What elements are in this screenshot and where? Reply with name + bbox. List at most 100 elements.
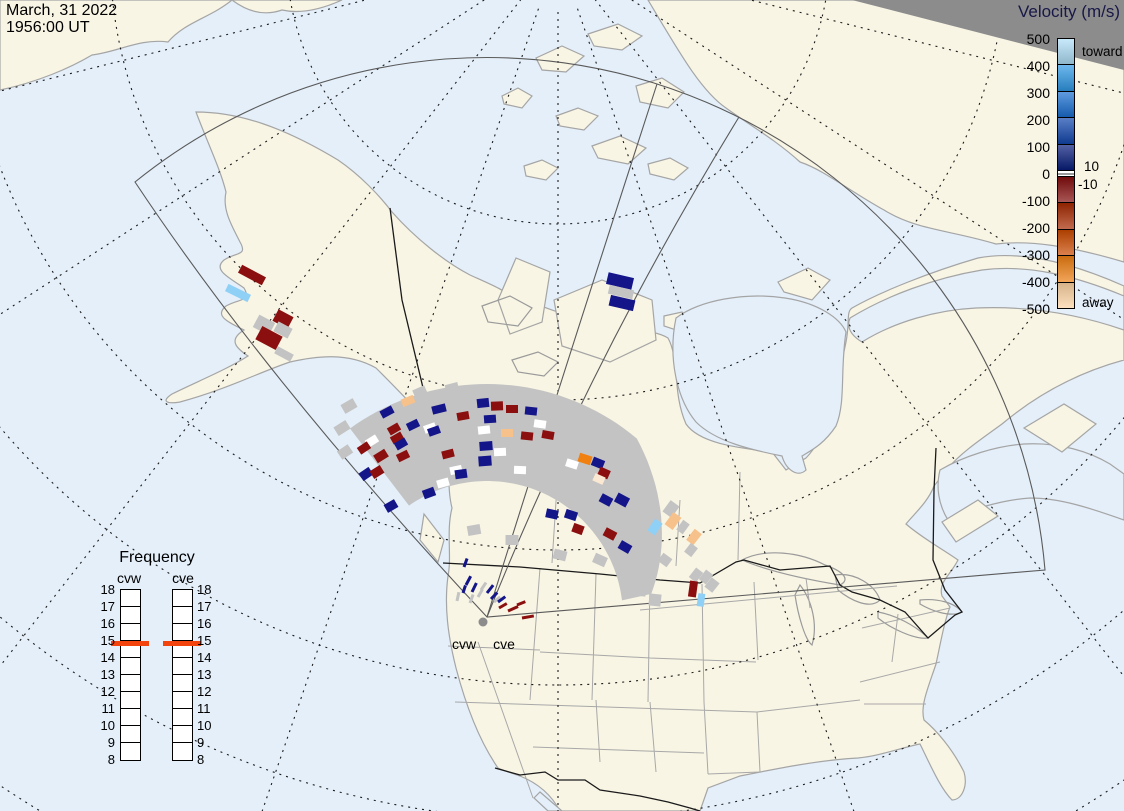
ladder-cell (121, 709, 140, 726)
frequency-tick: 16 (100, 616, 115, 631)
timestamp-block: March, 31 2022 1956:00 UT (6, 2, 117, 36)
velocity-cell (626, 512, 642, 528)
island (523, 159, 560, 181)
frequency-tick: 18 (197, 582, 212, 597)
colorbar-toward-segments (1057, 38, 1075, 172)
ladder-cell (173, 726, 192, 743)
radar-fov-outline (134, 57, 1046, 618)
ladder-cell (173, 709, 192, 726)
velocity-cell (466, 523, 482, 537)
island (647, 157, 690, 181)
frequency-ladder-cvw (120, 589, 141, 761)
island (591, 135, 648, 165)
frequency-marker-cve (163, 641, 201, 646)
velocity-cell (333, 420, 351, 436)
frequency-tick: 12 (197, 684, 212, 699)
velocity-cell (506, 405, 518, 413)
ladder-cell (173, 624, 192, 641)
ladder-cell (121, 675, 140, 692)
velocity-cell (478, 455, 492, 467)
frequency-ladder-cve (172, 589, 193, 761)
velocity-cell (602, 527, 618, 541)
velocity-cell (617, 540, 633, 554)
velocity-cell (592, 473, 606, 485)
parallel (289, 0, 827, 225)
ladder-cell (121, 607, 140, 624)
frequency-tick: 8 (107, 752, 115, 767)
ladder-cell (173, 658, 192, 675)
velocity-cell (356, 441, 372, 455)
velocity-cell (571, 522, 585, 536)
us-canada-border (442, 447, 964, 639)
radar-tick (485, 584, 495, 594)
velocity-cell (639, 559, 657, 577)
velocity-cell (662, 500, 680, 518)
velocity-cell (386, 422, 402, 436)
island-southampton (777, 267, 831, 301)
ladder-cell (121, 624, 140, 641)
colorbar-segment (1057, 228, 1075, 257)
frequency-legend-title: Frequency (119, 549, 195, 566)
velocity-cell (686, 528, 702, 546)
ladder-cell (173, 607, 192, 624)
frequency-tick: 16 (197, 616, 212, 631)
colorbar-away-segments (1057, 176, 1075, 310)
velocity-cell (405, 418, 421, 432)
ladder-cell (121, 641, 140, 658)
velocity-cell (505, 535, 519, 545)
colorbar-tick-label: -400 (1021, 274, 1050, 290)
frequency-tick: 11 (197, 701, 211, 716)
colorbar-tick-label: 400 (1026, 58, 1050, 74)
colorbar-tick-label: -300 (1021, 247, 1050, 263)
gulf-california (533, 791, 563, 811)
velocity-cell (389, 431, 405, 445)
map-label-cve: cve (493, 636, 515, 652)
frequency-marker-cvw (111, 641, 149, 646)
velocity-cell (358, 466, 374, 482)
ladder-cell (173, 590, 192, 607)
velocity-cell (369, 465, 385, 479)
lake-superior (740, 552, 846, 586)
velocity-cell (688, 567, 704, 583)
velocity-cell (541, 430, 555, 440)
lower-threshold-label: -10 (1078, 177, 1098, 192)
radar-tick (521, 614, 535, 620)
radar-tick (516, 600, 526, 607)
frequency-tick: 15 (197, 633, 212, 648)
velocity-cell (684, 542, 698, 558)
land-greenland-baffin (647, 0, 1124, 263)
colorbar-zero-band (1057, 171, 1075, 177)
time-label: 1956:00 UT (6, 19, 90, 36)
velocity-cell (605, 272, 635, 290)
velocity-cell (607, 284, 635, 300)
us-mexico-border (494, 767, 701, 811)
velocity-cell (608, 294, 636, 312)
velocity-cell (483, 414, 497, 424)
frequency-tick: 8 (197, 752, 205, 767)
fov-main (134, 57, 1046, 618)
colorbar-segment (1057, 255, 1075, 283)
velocity-cell (577, 452, 593, 466)
frequency-tick: 10 (197, 718, 212, 733)
velocity-colorbar (1057, 38, 1075, 310)
ladder-cell (173, 743, 192, 760)
frequency-tick: 9 (107, 735, 115, 750)
velocity-cell (421, 486, 437, 500)
frequency-tick: 15 (100, 633, 115, 648)
radar-tick (455, 591, 461, 602)
frequency-tick: 10 (100, 718, 115, 733)
velocity-cell (340, 398, 358, 414)
colorbar-tick-label: -500 (1021, 301, 1050, 317)
velocity-cell (444, 382, 460, 394)
ladder-cell (121, 692, 140, 709)
velocity-cell (426, 425, 442, 437)
velocity-cell (383, 499, 399, 513)
colorbar-segment (1057, 176, 1075, 204)
upper-threshold-label: 10 (1084, 159, 1100, 174)
water-bodies (533, 267, 1124, 811)
island (555, 107, 600, 131)
colorbar-tick-label: -200 (1021, 220, 1050, 236)
radar-tick (479, 581, 488, 591)
near-range-ticks (455, 558, 535, 620)
